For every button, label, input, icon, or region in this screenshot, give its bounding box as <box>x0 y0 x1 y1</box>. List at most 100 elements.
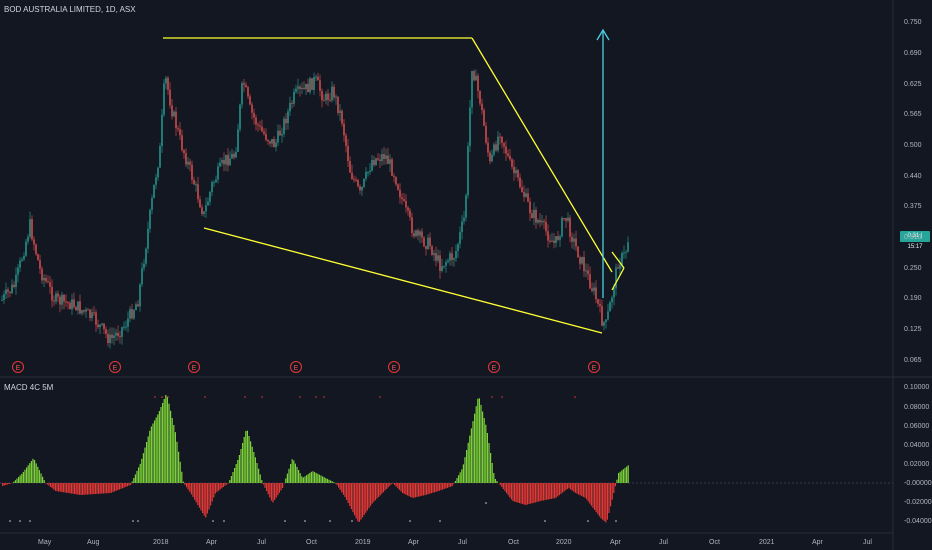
macd-histogram-bar <box>171 417 173 483</box>
earnings-marker-icon[interactable] <box>12 361 24 373</box>
macd-histogram-bar <box>394 483 396 485</box>
candle-body <box>435 253 437 261</box>
earnings-marker-icon[interactable] <box>588 361 600 373</box>
earnings-marker-icon[interactable] <box>109 361 121 373</box>
macd-histogram-bar <box>485 424 487 483</box>
trendline-drawings[interactable] <box>163 37 625 334</box>
earnings-marker-icon[interactable] <box>290 361 302 373</box>
target-arrow[interactable] <box>596 28 610 298</box>
candle-body <box>397 184 399 190</box>
candle-body <box>523 192 525 197</box>
time-axis-label: Apr <box>812 539 823 546</box>
candle-body <box>535 209 537 223</box>
candle-body <box>81 310 83 314</box>
macd-histogram-bar <box>595 483 597 513</box>
macd-histogram-bar <box>240 449 242 483</box>
candle-body <box>125 326 127 328</box>
candle-body <box>71 299 73 310</box>
candle-body <box>325 93 327 101</box>
earnings-marker-icon[interactable] <box>388 361 400 373</box>
candle-body <box>175 111 177 129</box>
candle-body <box>553 240 555 243</box>
candle-body <box>513 166 515 174</box>
macd-histogram-bar <box>147 436 149 483</box>
macd-axis-label: 0.04000 <box>904 442 930 449</box>
macd-histogram-bar <box>285 478 287 483</box>
macd-histogram-bar <box>16 478 18 483</box>
macd-histogram-bar <box>58 483 60 492</box>
candle-body <box>619 264 621 269</box>
time-axis-label: 2021 <box>759 539 775 546</box>
candle-body <box>29 219 31 237</box>
descending-trendline[interactable] <box>471 37 613 273</box>
macd-histogram-bar <box>435 483 437 492</box>
macd-histogram-bar <box>246 430 248 483</box>
macd-histogram-bar <box>579 483 581 496</box>
macd-histogram-bar <box>230 476 232 483</box>
candle-body <box>19 260 21 268</box>
macd-histogram-bar <box>235 464 237 483</box>
candle-body <box>195 184 197 186</box>
candle-body <box>3 294 5 300</box>
macd-histogram-bar <box>59 483 61 492</box>
macd-histogram-bar <box>426 483 428 495</box>
candle-body <box>399 189 401 198</box>
candle-body <box>89 309 91 318</box>
macd-histogram-bar <box>562 483 564 493</box>
macd-histogram-bar <box>322 476 324 483</box>
macd-histogram-bar <box>331 481 333 483</box>
candle-body <box>337 96 339 113</box>
candle-body <box>439 255 441 272</box>
candle-body <box>55 293 57 302</box>
time-axis-label: Aug <box>87 539 100 546</box>
candle-body <box>299 86 301 89</box>
macd-histogram-bar <box>139 463 141 483</box>
earnings-marker-icon[interactable] <box>488 361 500 373</box>
macd-histogram-bar <box>538 483 540 502</box>
candle-body <box>551 240 553 242</box>
candle-body <box>99 324 101 328</box>
candle-body <box>25 241 27 256</box>
macd-histogram-bar <box>48 483 50 486</box>
macd-histogram-bar <box>429 483 431 494</box>
candle-body <box>101 323 103 325</box>
candle-body <box>273 138 275 148</box>
candle-body <box>433 253 435 255</box>
candle-body <box>1 299 3 301</box>
candle-body <box>183 150 185 154</box>
macd-histogram-bar <box>27 465 29 483</box>
lower-trendline[interactable] <box>203 227 603 334</box>
macd-histogram-bar <box>211 483 213 502</box>
candle-body <box>177 128 179 130</box>
candle-body <box>489 152 491 162</box>
macd-histogram-bar <box>563 483 565 492</box>
macd-histogram-bar <box>574 483 576 493</box>
macd-histogram-bar <box>400 483 402 492</box>
candle-body <box>579 257 581 264</box>
candle-body <box>117 332 119 337</box>
candle-body <box>345 135 347 146</box>
macd-histogram-bar <box>466 450 468 483</box>
macd-histogram-bar <box>470 428 472 483</box>
macd-histogram-bar <box>6 483 8 485</box>
macd-histogram-bar <box>445 483 447 489</box>
candle-body <box>425 246 427 249</box>
candle-body <box>165 77 167 84</box>
candle-body <box>267 139 269 142</box>
macd-histogram-bar <box>162 403 164 483</box>
breakout-line-2[interactable] <box>611 267 625 291</box>
earnings-marker-icon[interactable] <box>188 361 200 373</box>
candle-body <box>501 136 503 143</box>
earnings-markers[interactable]: E E E E E E E <box>12 361 600 373</box>
time-axis-label: 2019 <box>355 539 371 546</box>
price-axis-label: 0.065 <box>904 357 922 364</box>
candle-body <box>597 299 599 304</box>
macd-histogram-bar <box>13 481 15 483</box>
candle-body <box>603 322 605 326</box>
earnings-marker-label: E <box>492 365 497 372</box>
macd-histogram-bar <box>506 483 508 494</box>
macd-histogram-bar <box>155 417 157 483</box>
breakout-line-1[interactable] <box>611 251 625 269</box>
candle-body <box>611 297 613 303</box>
